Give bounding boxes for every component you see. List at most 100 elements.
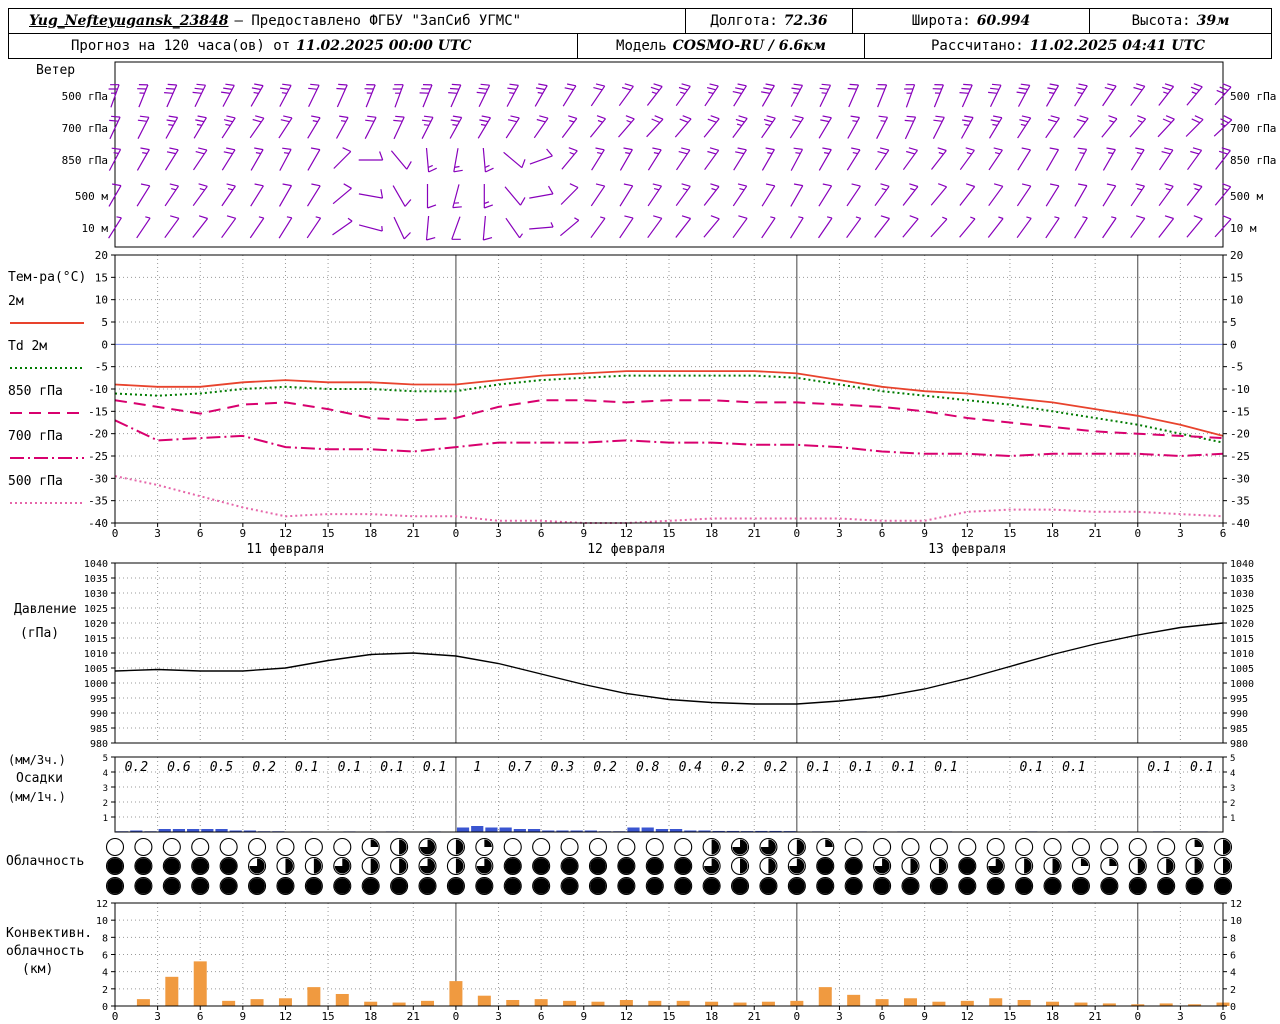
cloud-symbol-fill xyxy=(1223,858,1231,874)
tick-label: 1015 xyxy=(1230,634,1254,645)
wind-barb xyxy=(676,147,691,171)
hour-label: 6 xyxy=(1220,527,1227,540)
altitude-value: 39м xyxy=(1196,13,1230,29)
wind-barb xyxy=(449,115,463,139)
tick-label: 6 xyxy=(1230,951,1236,962)
wind-barb xyxy=(529,148,553,165)
cloud-symbol-fill xyxy=(874,858,890,874)
hour-label: 3 xyxy=(154,1010,161,1023)
wind-barb xyxy=(1045,216,1060,239)
wind-barb xyxy=(732,183,748,207)
tick-label: 995 xyxy=(90,694,108,705)
wind-barb xyxy=(561,147,578,170)
cloud-symbol-fill xyxy=(561,858,578,874)
tick-label: 980 xyxy=(1230,739,1248,750)
pressure-panel-title: Давление xyxy=(14,602,77,617)
precip-3h-value: 0.7 xyxy=(508,760,532,775)
wind-barb xyxy=(1130,183,1145,207)
convective-bar xyxy=(1188,1004,1202,1006)
hour-label: 6 xyxy=(197,527,204,540)
cloud-symbol-fill xyxy=(590,858,606,874)
precip-bar xyxy=(456,827,470,832)
precip-bar xyxy=(755,830,768,832)
precip-3h-value: 0.1 xyxy=(295,760,318,775)
wind-barb xyxy=(959,83,973,108)
wind-barb xyxy=(504,186,526,206)
precip-3h-value: 0.4 xyxy=(679,760,702,775)
tick-label: 3 xyxy=(103,784,108,794)
altitude-block: Высота: 39м xyxy=(1089,9,1271,33)
cloud-symbol-fill xyxy=(618,878,635,894)
wind-barb xyxy=(221,115,236,139)
tick-label: 12 xyxy=(96,899,108,910)
hour-label: 3 xyxy=(495,527,502,540)
wind-barb xyxy=(164,147,179,171)
cloud-symbol xyxy=(105,837,125,857)
hour-label: 9 xyxy=(580,527,587,540)
tick-label: -15 xyxy=(88,405,108,418)
wind-barb xyxy=(1130,83,1146,107)
tick-label: 990 xyxy=(1230,709,1248,720)
wind-barb xyxy=(137,84,149,108)
precip-bar xyxy=(769,830,782,832)
convective-bar xyxy=(222,1000,236,1006)
cloud-symbol-fill xyxy=(455,839,464,855)
wind-barb xyxy=(137,115,150,139)
wind-barb xyxy=(451,216,461,240)
convective-bar xyxy=(364,1001,378,1006)
cloud-symbol xyxy=(873,837,892,857)
hour-label: 12 xyxy=(620,527,633,540)
wind-barb xyxy=(590,83,606,107)
wind-barb xyxy=(482,147,494,173)
wind-barb xyxy=(192,183,208,207)
wind-barb xyxy=(1074,183,1088,207)
wind-barb xyxy=(1158,215,1175,238)
cloud-symbol-fill xyxy=(249,878,265,894)
hour-label: 15 xyxy=(662,527,675,540)
precip-3h-value: 0.2 xyxy=(593,760,617,775)
hour-label: 18 xyxy=(364,527,377,540)
tick-label: -20 xyxy=(1230,428,1250,441)
tick-label: -10 xyxy=(88,383,108,396)
cloud-symbol-fill xyxy=(1044,878,1061,894)
wind-barb xyxy=(818,216,833,239)
wind-barb xyxy=(902,147,918,171)
cloud-symbol xyxy=(333,837,352,857)
cloud-symbol-fill xyxy=(675,878,692,894)
cloud-symbol-fill xyxy=(1194,839,1203,847)
hour-label: 15 xyxy=(1003,1010,1016,1023)
wind-barb xyxy=(425,215,436,241)
cloud-symbol xyxy=(134,837,153,857)
wind-barb xyxy=(250,147,264,171)
tick-label: 10 xyxy=(95,294,108,307)
precip-3h-value: 0.1 xyxy=(380,760,403,775)
wind-level-label: 500 м xyxy=(1230,190,1263,203)
wind-barb xyxy=(703,115,720,138)
wind-barb xyxy=(529,185,554,199)
wind-barb xyxy=(874,183,890,207)
tick-label: 8 xyxy=(102,933,108,944)
precip-bar xyxy=(584,830,597,832)
wind-barb xyxy=(164,83,178,108)
precip-bar xyxy=(627,827,640,832)
convective-bar xyxy=(1102,1003,1116,1006)
precip-bar xyxy=(513,829,526,832)
cloud-symbol-fill xyxy=(370,839,379,847)
cloud-symbol-fill xyxy=(163,858,180,874)
tick-label: -30 xyxy=(1230,472,1250,485)
wind-barb xyxy=(221,147,236,171)
cloud-symbol-fill xyxy=(987,878,1004,894)
wind-barb xyxy=(1158,83,1175,106)
tick-label: 1020 xyxy=(1230,619,1254,630)
hour-label: 18 xyxy=(1046,1010,1059,1023)
wind-barb xyxy=(932,84,944,108)
cloud-symbol-fill xyxy=(845,878,862,894)
precip-3h-value: 0.2 xyxy=(764,760,788,775)
convective-panel-title-1: Конвективн. xyxy=(6,926,93,941)
hour-label: 3 xyxy=(836,1010,843,1023)
convective-bar xyxy=(932,1001,946,1006)
tick-label: 1025 xyxy=(84,604,108,615)
cloud-symbol-fill xyxy=(760,878,777,894)
convective-bar xyxy=(449,981,463,1006)
wind-barb xyxy=(1101,115,1118,138)
